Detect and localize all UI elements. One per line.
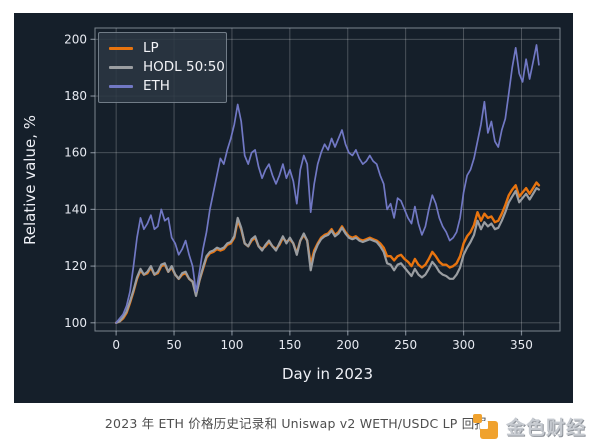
svg-text:160: 160	[64, 146, 87, 160]
legend-item-lp: LP	[109, 39, 218, 58]
svg-text:180: 180	[64, 89, 87, 103]
svg-text:300: 300	[452, 338, 475, 352]
svg-text:200: 200	[64, 32, 87, 46]
y-axis-title: Relative value, %	[21, 50, 39, 245]
jinse-logo: 金色财经	[472, 409, 586, 443]
legend-label-lp: LP	[143, 40, 159, 56]
svg-text:250: 250	[394, 338, 417, 352]
logo-square-big	[479, 421, 498, 439]
svg-text:140: 140	[64, 202, 87, 216]
lp-line-swatch	[109, 47, 133, 50]
legend-item-hodl: HODL 50:50	[109, 58, 225, 77]
x-axis-title: Day in 2023	[281, 365, 373, 383]
svg-text:0: 0	[112, 338, 120, 352]
legend-label-eth: ETH	[143, 78, 170, 94]
hodl-line-swatch	[109, 66, 133, 69]
caption-band: 2023 年 ETH 价格历史记录和 Uniswap v2 WETH/USDC …	[0, 403, 600, 447]
svg-text:150: 150	[278, 338, 301, 352]
logo-square-small	[472, 414, 482, 423]
eth-line-swatch	[109, 85, 133, 88]
logo-square-notch	[479, 421, 488, 429]
legend-label-hodl: HODL 50:50	[143, 59, 225, 75]
svg-text:100: 100	[64, 316, 87, 330]
chart-caption: 2023 年 ETH 价格历史记录和 Uniswap v2 WETH/USDC …	[104, 416, 488, 431]
jinse-logo-icon	[472, 412, 499, 440]
svg-text:120: 120	[64, 259, 87, 273]
chart-legend: LP HODL 50:50 ETH	[98, 32, 227, 103]
jinse-logo-text: 金色财经	[505, 416, 586, 439]
svg-text:350: 350	[510, 338, 533, 352]
svg-text:200: 200	[336, 338, 359, 352]
svg-text:50: 50	[166, 338, 181, 352]
svg-text:100: 100	[220, 338, 243, 352]
line-chart: 0 50 100 150 200 250 300 350 100 120 140 160 180 200	[64, 27, 561, 352]
chart-figure: 0 50 100 150 200 250 300 350 100 120 140 160 180 200 …	[14, 13, 573, 403]
y-axis-title-text: Relative value, %	[21, 114, 39, 246]
legend-item-eth: ETH	[109, 77, 218, 96]
